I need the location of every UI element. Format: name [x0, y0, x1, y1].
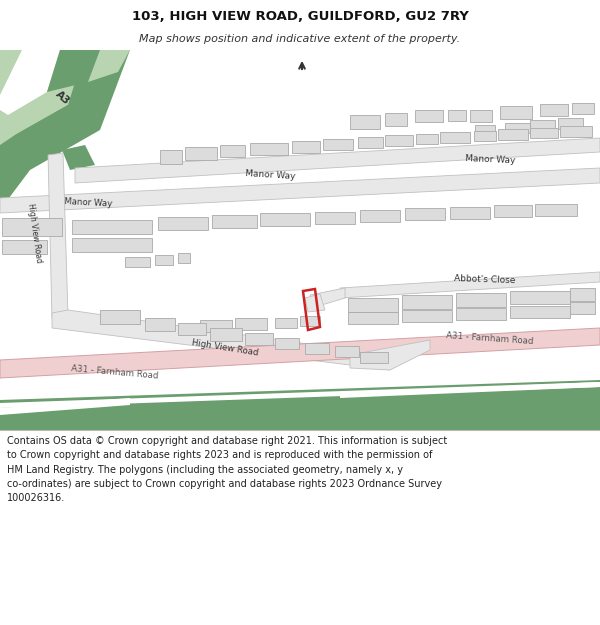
Bar	[350, 115, 380, 129]
Bar	[300, 316, 320, 326]
Bar	[100, 310, 140, 324]
Bar	[402, 310, 452, 322]
Bar	[200, 320, 232, 332]
Bar	[315, 212, 355, 224]
Bar	[260, 213, 310, 226]
Bar	[348, 298, 398, 312]
Bar	[145, 318, 175, 331]
Bar	[323, 139, 353, 150]
Polygon shape	[0, 50, 130, 210]
Polygon shape	[0, 105, 100, 165]
Bar	[358, 137, 383, 148]
Bar	[530, 128, 558, 138]
Polygon shape	[52, 310, 390, 370]
Polygon shape	[47, 50, 100, 92]
Bar	[360, 352, 388, 363]
Text: Manor Way: Manor Way	[245, 169, 295, 181]
Bar	[402, 295, 452, 309]
Bar	[275, 338, 299, 349]
Bar	[292, 141, 320, 153]
Bar	[235, 318, 267, 330]
Bar	[498, 129, 528, 140]
Polygon shape	[0, 328, 600, 378]
Bar	[385, 113, 407, 126]
Text: Manor Way: Manor Way	[465, 154, 515, 166]
Bar	[160, 150, 182, 164]
Bar	[158, 217, 208, 230]
Text: High View Road: High View Road	[26, 202, 44, 263]
Bar	[475, 125, 495, 135]
Bar	[540, 104, 568, 116]
Polygon shape	[75, 138, 600, 183]
Bar	[572, 103, 594, 114]
Polygon shape	[0, 380, 600, 430]
Bar	[155, 255, 173, 265]
Polygon shape	[0, 168, 600, 213]
Polygon shape	[310, 288, 345, 307]
Bar	[415, 110, 443, 122]
Bar	[500, 106, 532, 119]
Bar	[250, 143, 288, 155]
Polygon shape	[0, 50, 85, 150]
Bar	[456, 293, 506, 307]
Bar	[535, 204, 577, 216]
Polygon shape	[340, 272, 600, 298]
Bar	[474, 131, 496, 141]
Text: A3: A3	[54, 89, 72, 107]
Polygon shape	[305, 294, 325, 312]
Text: A31 - Farnham Road: A31 - Farnham Road	[446, 331, 534, 346]
Polygon shape	[0, 50, 60, 115]
Bar	[178, 323, 206, 335]
Bar	[570, 302, 595, 314]
Bar	[360, 210, 400, 222]
Bar	[210, 328, 242, 341]
Bar	[335, 346, 359, 357]
Polygon shape	[350, 340, 430, 370]
Bar	[456, 308, 506, 320]
Bar	[405, 208, 445, 220]
Bar	[470, 110, 492, 122]
Bar	[510, 291, 570, 304]
Polygon shape	[0, 398, 130, 415]
Polygon shape	[0, 382, 600, 408]
Bar	[510, 306, 570, 318]
Bar	[385, 135, 413, 146]
Bar	[125, 257, 150, 267]
Bar	[2, 218, 62, 236]
Bar	[305, 343, 329, 354]
Bar	[450, 207, 490, 219]
Text: Contains OS data © Crown copyright and database right 2021. This information is : Contains OS data © Crown copyright and d…	[7, 436, 448, 504]
Bar	[560, 126, 592, 137]
Bar	[530, 120, 555, 131]
Bar	[348, 312, 398, 324]
Text: High View Road: High View Road	[191, 338, 259, 357]
Bar	[448, 110, 466, 121]
Text: Manor Way: Manor Way	[64, 198, 112, 209]
Bar	[245, 333, 273, 345]
Bar	[212, 215, 257, 228]
Bar	[72, 220, 152, 234]
Bar	[178, 253, 190, 263]
Bar	[558, 118, 583, 129]
Bar	[275, 318, 297, 328]
Bar	[2, 240, 47, 254]
Polygon shape	[340, 382, 600, 398]
Text: Map shows position and indicative extent of the property.: Map shows position and indicative extent…	[139, 34, 461, 44]
Bar	[72, 238, 152, 252]
Polygon shape	[62, 145, 95, 170]
Text: Abbot's Close: Abbot's Close	[454, 274, 516, 286]
Bar	[416, 134, 438, 144]
Bar	[494, 205, 532, 217]
Bar	[505, 123, 530, 133]
Bar	[570, 288, 595, 301]
Bar	[440, 132, 470, 143]
Text: A31 - Farnham Road: A31 - Farnham Road	[71, 364, 159, 380]
Text: 103, HIGH VIEW ROAD, GUILDFORD, GU2 7RY: 103, HIGH VIEW ROAD, GUILDFORD, GU2 7RY	[131, 9, 469, 22]
Bar	[185, 147, 217, 160]
Bar	[220, 145, 245, 157]
Polygon shape	[88, 50, 130, 82]
Polygon shape	[48, 153, 68, 318]
